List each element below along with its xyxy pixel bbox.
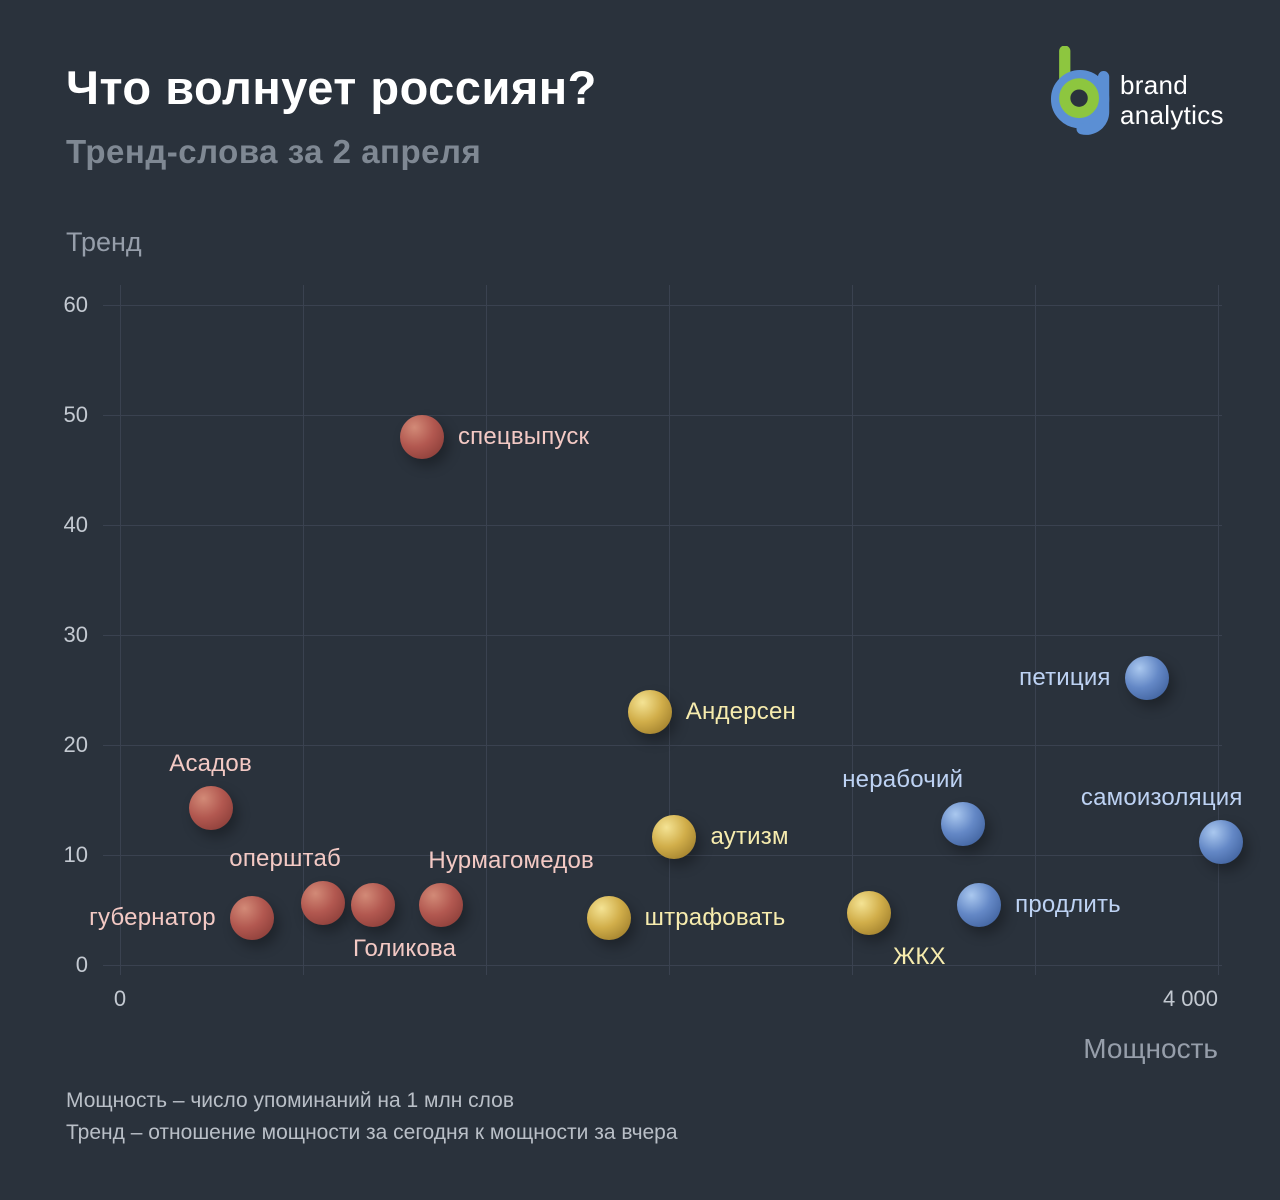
bubble (652, 815, 697, 860)
gridline-vertical (303, 285, 304, 975)
bubble (627, 690, 672, 734)
gridline-vertical (852, 285, 853, 975)
footnote-power: Мощность – число упоминаний на 1 млн сло… (66, 1089, 515, 1112)
bubble-label: нерабочий (842, 766, 964, 794)
y-tick-label: 50 (63, 402, 88, 427)
bubble-label: Андерсен (685, 698, 796, 725)
y-axis-title: Тренд (66, 227, 142, 257)
gridline-horizontal (103, 745, 1222, 746)
bubble (399, 415, 444, 459)
bubble-label: аутизм (710, 823, 789, 851)
brand-analytics-wordmark: brand analytics (1120, 70, 1224, 130)
gridline-vertical (120, 285, 121, 975)
footnote-trend: Тренд – отношение мощности за сегодня к … (66, 1121, 678, 1144)
bubble (586, 895, 631, 940)
gridline-horizontal (103, 305, 1222, 306)
y-tick-label: 40 (63, 512, 88, 537)
logo-word-brand: brand (1120, 70, 1188, 100)
bubble (957, 882, 1002, 927)
bubble-label: штрафовать (644, 903, 786, 931)
brand-analytics-logo-icon (1050, 46, 1110, 135)
bubble-label: Голикова (352, 934, 457, 962)
bubble-label: Нурмагомедов (428, 846, 594, 874)
gridline-vertical (486, 285, 487, 975)
y-tick-label: 20 (63, 732, 88, 757)
bubble-label: петиция (1019, 663, 1111, 691)
bubble-label: спецвыпуск (457, 423, 590, 450)
x-tick-label: 0 (113, 986, 127, 1011)
bubble-label: продлить (1015, 890, 1121, 918)
page-subtitle: Тренд-слова за 2 апреля (66, 133, 482, 170)
gridline-vertical (1218, 285, 1219, 975)
bubble (1124, 655, 1169, 700)
y-tick-label: 60 (63, 292, 88, 317)
bubble (188, 785, 233, 830)
x-tick-label: 4 000 (1162, 986, 1218, 1011)
x-axis-title: Мощность (1083, 1033, 1218, 1064)
gridline-horizontal (103, 525, 1222, 526)
gridline-horizontal (103, 635, 1222, 636)
gridline-horizontal (103, 415, 1222, 416)
bubble-label: ЖКХ (893, 943, 946, 971)
footnotes: Мощность – число упоминаний на 1 млн сло… (66, 1085, 678, 1149)
y-tick-label: 10 (63, 842, 88, 867)
page-title: Что волнует россиян? (66, 61, 597, 114)
bubble (1198, 819, 1243, 864)
bubble-label: губернатор (89, 903, 216, 931)
bubble (419, 882, 464, 927)
bubble (229, 895, 274, 940)
gridline-vertical (1035, 285, 1036, 975)
bubble-label: самоизоляция (1080, 783, 1243, 811)
y-tick-label: 30 (63, 622, 88, 647)
logo-word-analytics: analytics (1120, 100, 1224, 130)
bubble-label: Асадов (169, 749, 252, 777)
gridline-horizontal (103, 965, 1222, 966)
bubble (301, 881, 346, 926)
y-tick-label: 0 (75, 952, 88, 977)
brand-analytics-logo: brand analytics (1040, 46, 1270, 138)
gridline-vertical (669, 285, 670, 975)
bubble-label: оперштаб (229, 845, 341, 873)
bubble (847, 891, 892, 936)
bubble (350, 882, 395, 927)
bubble (940, 802, 985, 847)
